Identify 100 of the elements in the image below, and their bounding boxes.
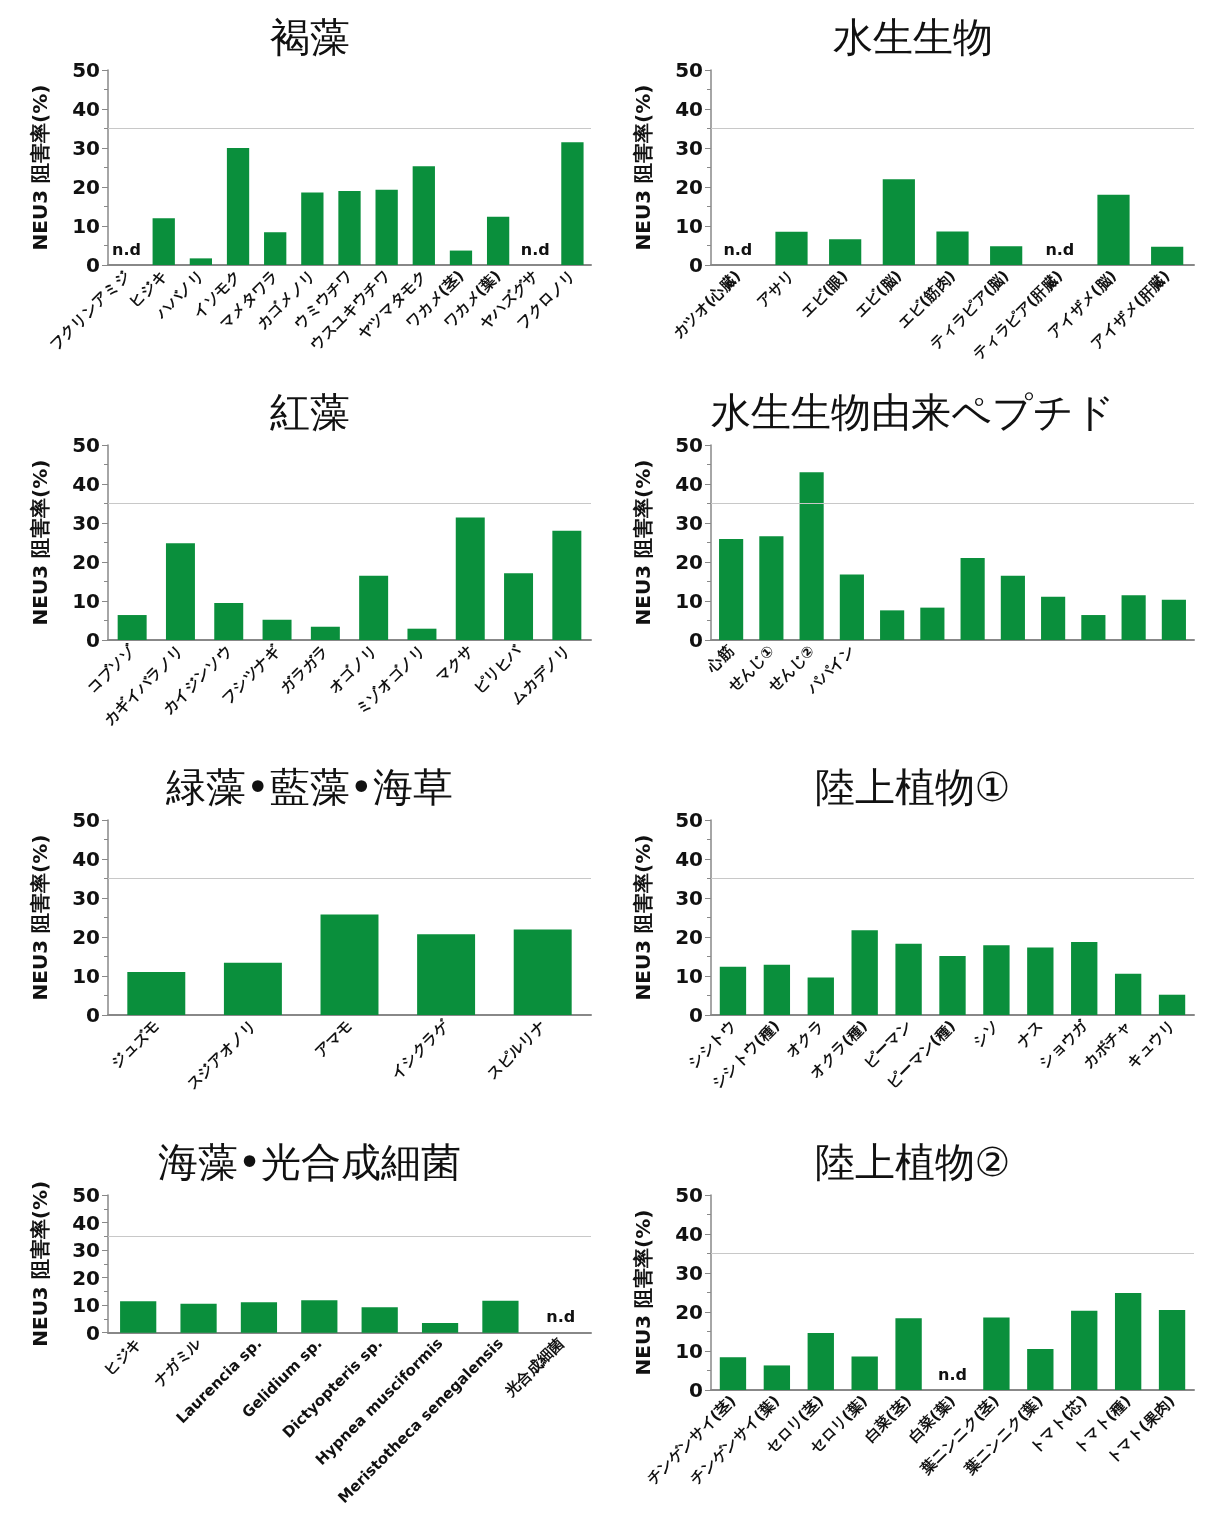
bar — [939, 956, 966, 1015]
y-tick-label: 30 — [72, 511, 100, 535]
bar — [310, 626, 340, 640]
bar — [880, 610, 905, 640]
bar — [895, 943, 922, 1015]
y-tick-label: 40 — [72, 847, 100, 871]
bar — [301, 192, 324, 265]
bar — [1071, 1310, 1098, 1390]
chart-title: 水生生物由来ペプチド — [710, 389, 1115, 435]
x-tick-label: ナス — [1012, 1016, 1047, 1051]
bar — [759, 536, 784, 640]
y-tick-label: 20 — [675, 550, 703, 574]
bar — [455, 517, 485, 640]
y-tick-label: 50 — [675, 808, 703, 832]
bar — [851, 1356, 878, 1390]
y-tick-label: 10 — [675, 589, 703, 613]
y-tick-label: 20 — [72, 925, 100, 949]
text: n.d — [1045, 239, 1075, 259]
x-tick-label: 心筋 — [702, 641, 738, 677]
y-tick-label: 50 — [72, 433, 100, 457]
bar — [1027, 1349, 1054, 1390]
bar — [763, 964, 791, 1015]
y-tick-label: 40 — [675, 1222, 703, 1246]
y-tick-label: 40 — [72, 472, 100, 496]
text: n.d — [112, 239, 142, 259]
x-tick-label: スピルリナ — [483, 1016, 550, 1083]
y-tick-label: 20 — [72, 175, 100, 199]
bar — [920, 607, 945, 640]
chart-title: 水生生物 — [832, 14, 993, 60]
bar — [262, 619, 292, 640]
bar — [152, 218, 175, 265]
y-axis-title: NEU3 阻害率(%) — [28, 834, 52, 1001]
bar — [799, 472, 824, 640]
y-tick-label: 10 — [72, 964, 100, 988]
y-tick-label: 50 — [675, 58, 703, 82]
y-tick-label: 20 — [675, 925, 703, 949]
y-tick-label: 0 — [86, 1003, 100, 1027]
x-tick-label: ヒジキ — [100, 1334, 145, 1379]
bar — [719, 538, 744, 640]
x-tick-label: スジアオノリ — [182, 1016, 260, 1093]
y-tick-label: 30 — [675, 136, 703, 160]
y-axis-title: NEU3 阻害率(%) — [28, 1180, 52, 1347]
y-axis-title: NEU3 阻害率(%) — [631, 834, 655, 1001]
bar — [1158, 1310, 1186, 1390]
bar — [807, 977, 834, 1015]
y-tick-label: 50 — [72, 58, 100, 82]
text: n.d — [723, 239, 753, 259]
bar — [412, 166, 435, 265]
y-tick-label: 30 — [675, 886, 703, 910]
bar — [775, 231, 808, 265]
y-tick-label: 10 — [675, 964, 703, 988]
x-tick-label: アサリ — [753, 266, 798, 312]
bar — [895, 1318, 922, 1390]
bar — [1041, 596, 1066, 640]
bar — [214, 602, 244, 640]
bar — [1114, 973, 1142, 1015]
bar — [338, 190, 361, 265]
bar — [936, 231, 969, 265]
x-tick-label: アマモ — [311, 1016, 356, 1062]
bar — [180, 1303, 217, 1333]
bar — [839, 574, 864, 640]
y-tick-label: 30 — [72, 136, 100, 160]
bar — [983, 945, 1010, 1015]
y-tick-label: 0 — [689, 1378, 703, 1402]
chart-title: 海藻•光合成細菌 — [157, 1139, 462, 1185]
y-tick-label: 20 — [675, 1300, 703, 1324]
y-axis-title: NEU3 阻害率(%) — [28, 459, 52, 626]
bar — [482, 1300, 519, 1333]
y-tick-label: 0 — [86, 1320, 100, 1345]
y-tick-label: 10 — [72, 1293, 100, 1318]
bar — [1081, 615, 1106, 640]
y-tick-label: 30 — [72, 1238, 100, 1263]
bar — [561, 142, 584, 265]
bar — [1121, 595, 1146, 640]
chart-title: 緑藻•藍藻•海草 — [164, 764, 454, 810]
y-tick-label: 0 — [689, 628, 703, 652]
bar — [719, 1357, 747, 1390]
text: n.d — [520, 239, 550, 259]
y-tick-label: 40 — [72, 97, 100, 121]
bar — [417, 934, 476, 1015]
chart-title: 紅藻 — [269, 389, 350, 435]
chart-title: 陸上植物② — [814, 1139, 1011, 1185]
y-tick-label: 20 — [72, 1265, 100, 1290]
y-axis-title: NEU3 阻害率(%) — [28, 84, 52, 251]
y-tick-label: 0 — [86, 628, 100, 652]
y-tick-label: 50 — [72, 808, 100, 832]
bar — [127, 972, 186, 1015]
bar — [1000, 575, 1025, 640]
bar — [513, 929, 572, 1015]
y-tick-label: 10 — [675, 1339, 703, 1363]
bar — [449, 250, 473, 265]
bar — [1097, 194, 1130, 265]
y-tick-label: 10 — [72, 214, 100, 238]
chart-title: 褐藻 — [269, 14, 350, 60]
x-tick-label: ジュズモ — [107, 1016, 163, 1072]
y-axis-title: NEU3 阻害率(%) — [631, 459, 655, 626]
y-tick-label: 50 — [72, 1183, 100, 1207]
bar — [264, 232, 287, 265]
bar — [983, 1317, 1010, 1390]
bar — [301, 1300, 338, 1333]
